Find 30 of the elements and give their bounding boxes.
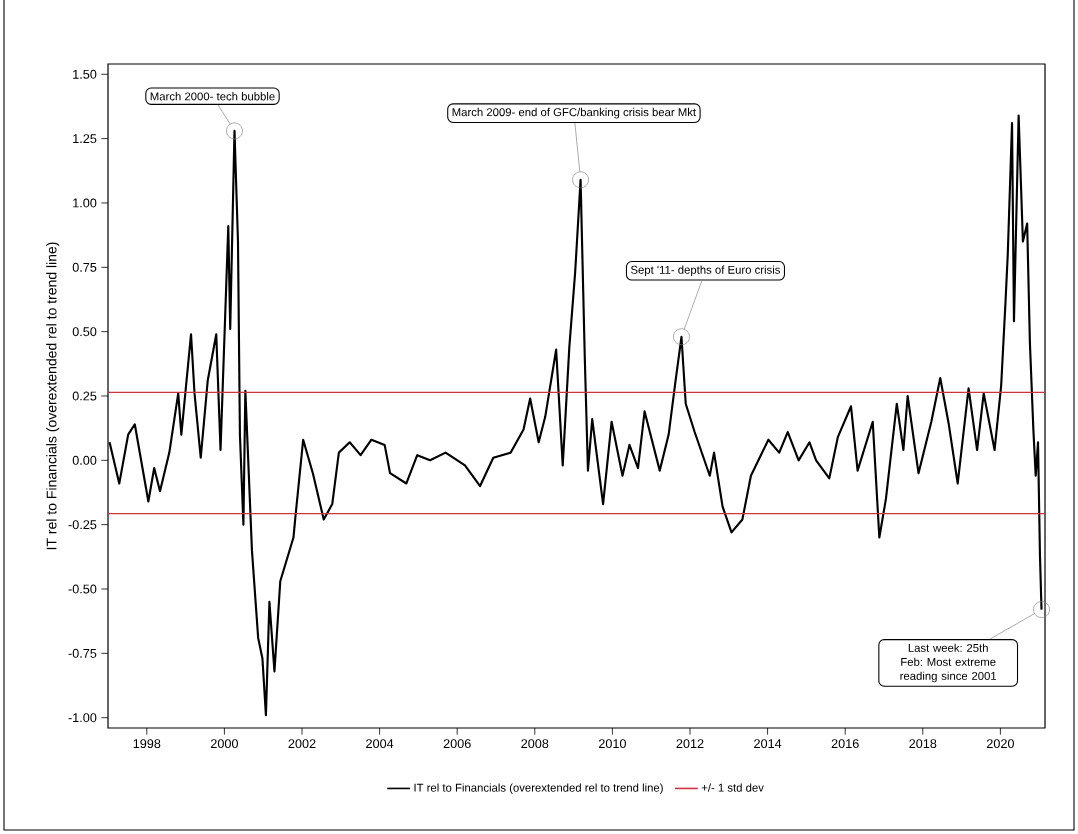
legend-label: +/- 1 std dev [701, 783, 764, 792]
x-tick-label: 2006 [443, 739, 471, 749]
y-tick-label: 0.00 [72, 455, 97, 465]
x-tick-label: 2010 [598, 739, 626, 749]
x-tick-label: 1998 [133, 739, 161, 749]
annotation: Last week: 25th Feb: Most extreme reading since 2001 [900, 643, 997, 683]
y-tick-label: 0.50 [72, 327, 97, 337]
x-tick-label: 2018 [909, 739, 937, 749]
y-tick-label: -1.00 [68, 713, 97, 723]
x-tick-label: 2000 [210, 739, 238, 749]
y-tick-label: 0.75 [72, 262, 97, 272]
y-tick-label: -0.25 [68, 520, 97, 530]
y-tick-label: 1.50 [73, 69, 97, 79]
x-tick-label: 2014 [754, 739, 782, 749]
annotation: March 2000- tech bubble [150, 92, 275, 101]
y-tick-label: -0.50 [68, 584, 97, 594]
y-tick-label: -0.75 [68, 648, 97, 658]
annotation: March 2009- end of GFC/banking crisis bear Mkt [452, 107, 696, 119]
y-tick-label: 1.00 [73, 198, 97, 208]
y-tick-label: 1.25 [73, 134, 97, 144]
x-tick-label: 2012 [676, 739, 704, 749]
y-axis-title: IT rel to Financials (overextended rel to trend line) [46, 242, 60, 550]
x-tick-label: 2008 [521, 739, 549, 749]
x-tick-label: 2020 [986, 739, 1014, 749]
x-tick-label: 2016 [831, 739, 859, 749]
legend-label: IT rel to Financials (overextended rel to trend line) [414, 783, 663, 794]
annotation: Sept '11- depths of Euro crisis [630, 265, 781, 277]
y-tick-label: 0.25 [72, 391, 97, 401]
x-tick-label: 2004 [366, 739, 394, 749]
x-tick-label: 2002 [288, 739, 316, 749]
